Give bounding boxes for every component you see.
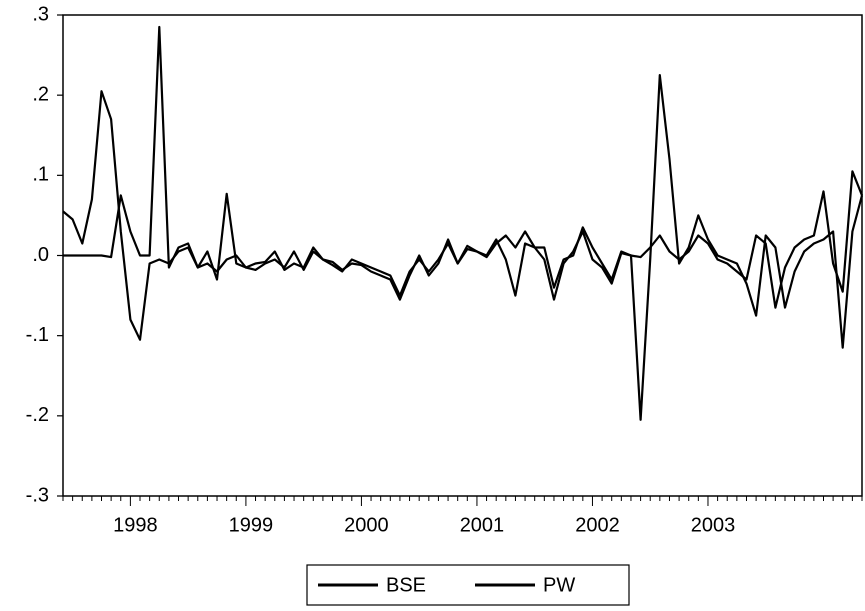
series-line [62,74,864,421]
series-line [63,25,864,309]
legend-label: PW [543,574,575,596]
x-tick-label: 2000 [344,514,389,536]
x-tick-label: 2001 [460,514,505,536]
x-tick-label: 1998 [113,514,158,536]
y-tick-label: .0 [32,244,49,266]
y-tick-label: -.3 [26,484,49,506]
x-tick-label: 2003 [691,514,736,536]
y-tick-label: .3 [32,3,49,25]
y-tick-label: .1 [32,164,49,186]
x-tick-label: 1999 [229,514,274,536]
legend-box [306,564,630,606]
x-tick-label: 2002 [575,514,620,536]
y-tick-label: -.2 [26,404,49,426]
y-tick-label: .2 [32,83,49,105]
y-tick-label: -.1 [26,324,49,346]
legend-label: BSE [386,574,426,596]
